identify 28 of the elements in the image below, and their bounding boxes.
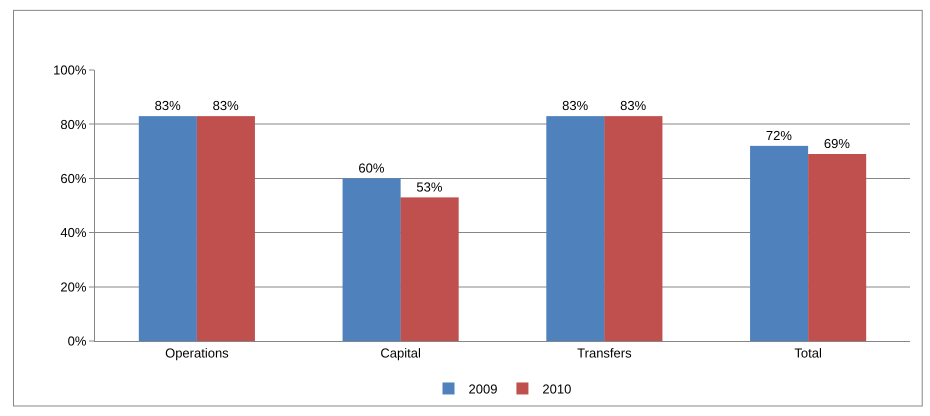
data-label: 83% xyxy=(562,98,589,114)
bar xyxy=(400,197,459,341)
bar xyxy=(196,116,255,341)
bar xyxy=(342,178,401,341)
legend-label: 2009 xyxy=(468,382,498,397)
bar xyxy=(750,146,808,341)
y-tick-label: 0% xyxy=(68,334,87,349)
data-label: 53% xyxy=(416,179,443,194)
x-tick-label: Capital xyxy=(380,346,421,361)
x-tick-label: Total xyxy=(794,346,822,361)
y-tick-label: 60% xyxy=(60,170,87,186)
y-tick-label: 40% xyxy=(60,225,87,240)
data-label: 83% xyxy=(154,98,182,114)
y-tick-label: 20% xyxy=(60,279,87,294)
data-label: 69% xyxy=(824,136,850,152)
bar xyxy=(138,116,197,341)
bar xyxy=(546,116,604,341)
data-label: 83% xyxy=(620,98,647,114)
data-label: 60% xyxy=(358,160,385,176)
bar xyxy=(808,154,866,341)
legend-label: 2010 xyxy=(542,382,572,397)
data-label: 72% xyxy=(766,128,792,143)
bar xyxy=(604,116,662,341)
y-tick-label: 100% xyxy=(53,62,87,78)
x-tick-label: Operations xyxy=(165,346,230,361)
y-tick-label: 80% xyxy=(60,116,87,132)
data-label: 83% xyxy=(212,98,240,114)
x-tick-label: Transfers xyxy=(577,346,632,361)
